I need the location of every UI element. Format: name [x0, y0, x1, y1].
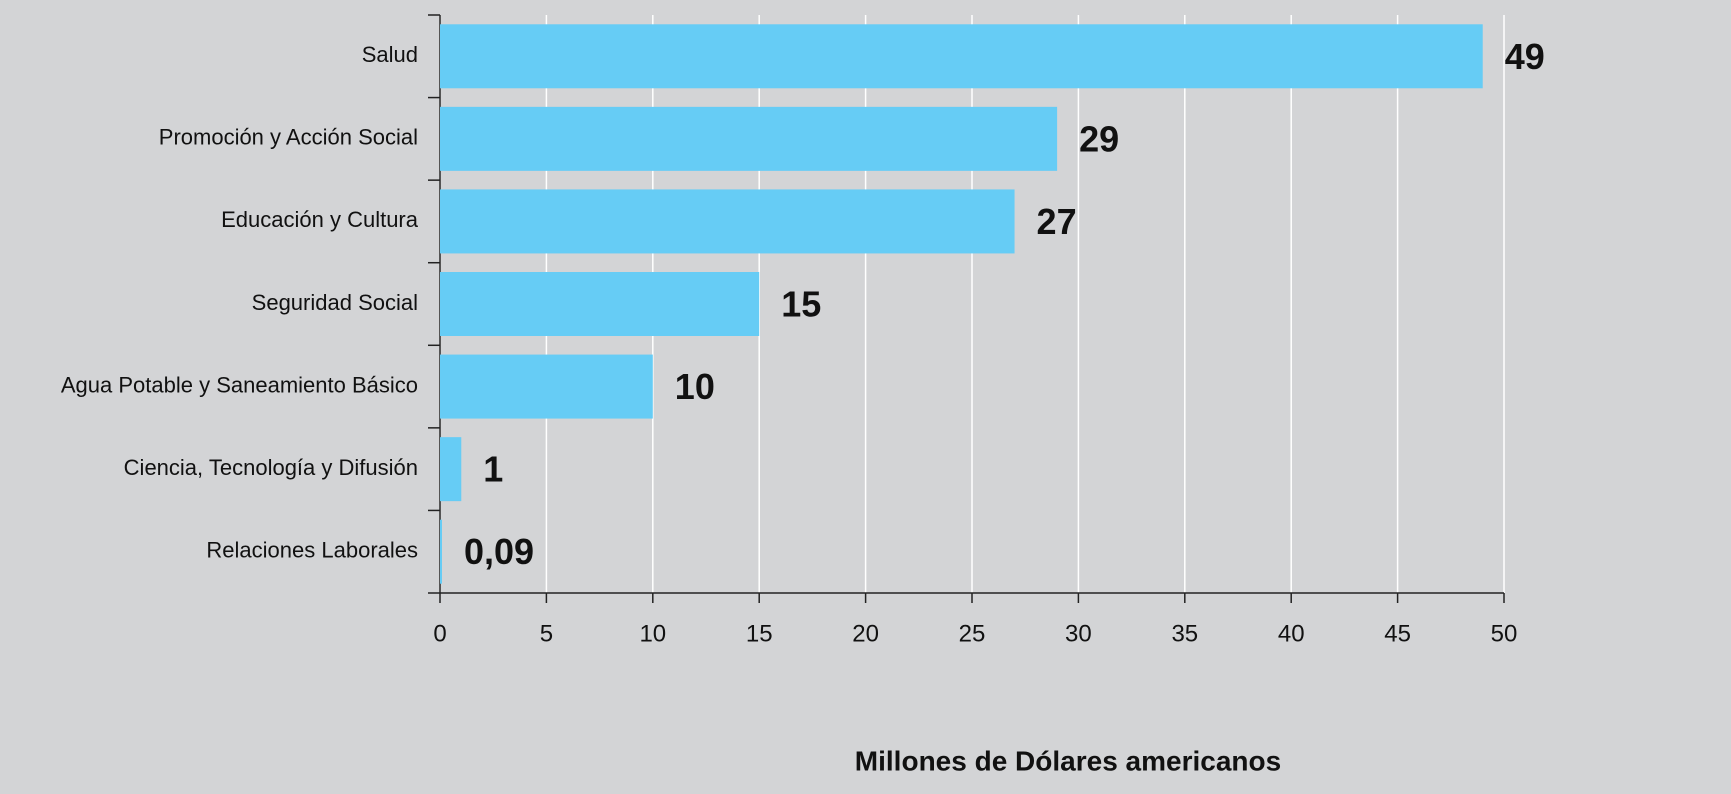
- y-tick-label: Ciencia, Tecnología y Difusión: [124, 455, 418, 480]
- value-label: 0,09: [464, 531, 534, 572]
- y-tick-label: Promoción y Acción Social: [159, 125, 418, 150]
- x-tick-label: 25: [959, 620, 986, 647]
- bar: [440, 437, 462, 502]
- y-tick-label: Agua Potable y Saneamiento Básico: [61, 372, 418, 397]
- bar: [440, 272, 760, 336]
- bar: [440, 189, 1015, 254]
- y-tick-label: Relaciones Laborales: [206, 538, 418, 563]
- x-tick-label: 50: [1491, 620, 1518, 647]
- y-tick-label: Salud: [362, 42, 418, 67]
- x-tick-label: 20: [852, 620, 879, 647]
- value-label: 10: [675, 366, 715, 407]
- x-tick-label: 40: [1278, 620, 1305, 647]
- x-axis-label: Millones de Dólares americanos: [855, 745, 1281, 776]
- x-tick-label: 10: [639, 620, 666, 647]
- x-tick-label: 30: [1065, 620, 1092, 647]
- value-label: 15: [781, 284, 821, 325]
- x-tick-label: 15: [746, 620, 773, 647]
- value-label: 49: [1505, 36, 1545, 77]
- bar: [440, 106, 1058, 171]
- y-tick-label: Educación y Cultura: [221, 207, 419, 232]
- x-tick-label: 35: [1171, 620, 1198, 647]
- bar: [440, 354, 653, 419]
- value-label: 27: [1037, 201, 1077, 242]
- value-label: 1: [483, 449, 503, 490]
- bar: [440, 519, 442, 584]
- value-label: 29: [1079, 118, 1119, 159]
- bar: [440, 24, 1483, 89]
- y-tick-label: Seguridad Social: [252, 290, 418, 315]
- x-tick-label: 0: [433, 620, 446, 647]
- x-tick-label: 45: [1384, 620, 1411, 647]
- x-tick-label: 5: [540, 620, 553, 647]
